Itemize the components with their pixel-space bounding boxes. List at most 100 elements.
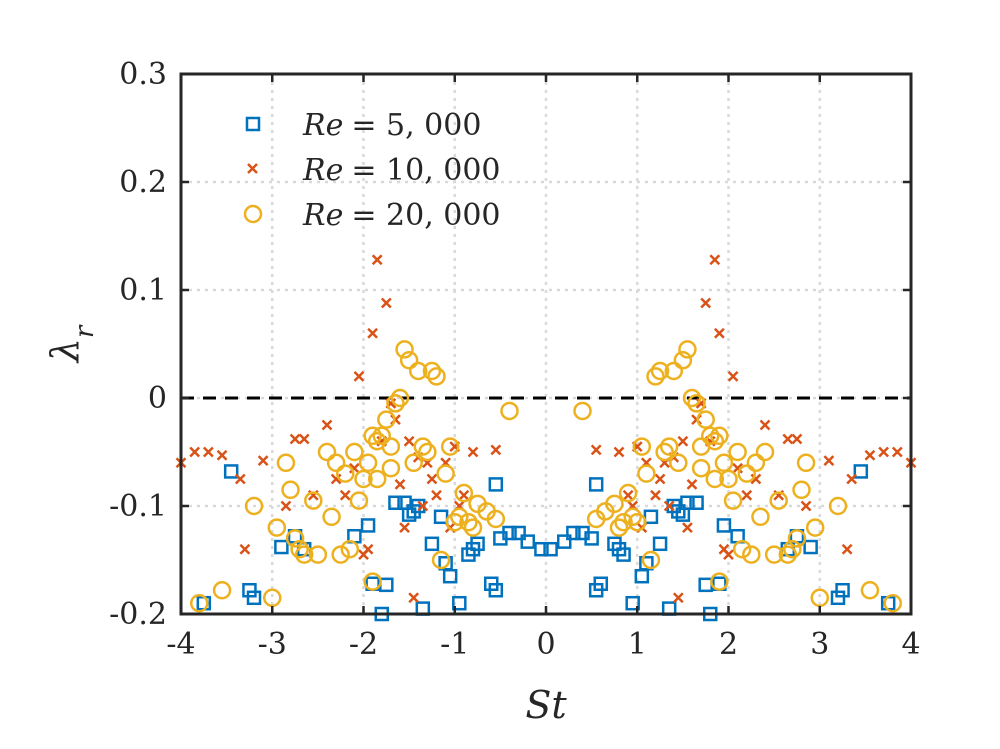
data-point-circle bbox=[746, 453, 766, 473]
data-point-circle bbox=[331, 545, 350, 564]
data-point-x bbox=[257, 455, 269, 467]
data-point-x bbox=[367, 327, 379, 339]
data-point-x bbox=[348, 462, 360, 474]
data-point-circle bbox=[304, 491, 323, 510]
data-point-circle bbox=[340, 539, 360, 559]
data-point-square bbox=[716, 518, 732, 533]
data-point-x bbox=[362, 543, 374, 555]
data-point-square bbox=[566, 525, 581, 541]
x-tick-label: 2 bbox=[719, 627, 738, 662]
data-point-circle bbox=[701, 426, 720, 446]
data-point-circle bbox=[609, 518, 629, 537]
legend-prefix: Re bbox=[302, 198, 343, 233]
data-point-circle bbox=[710, 426, 729, 446]
data-point-square bbox=[584, 531, 599, 546]
y-tick-label: 0.2 bbox=[119, 165, 167, 200]
data-point-circle bbox=[678, 340, 697, 359]
data-point-square bbox=[830, 590, 846, 606]
data-point-circle bbox=[742, 545, 761, 564]
data-point-circle bbox=[454, 483, 474, 503]
data-point-circle bbox=[755, 442, 775, 462]
data-point-circle bbox=[399, 350, 419, 370]
data-point-x bbox=[289, 433, 301, 445]
data-point-circle bbox=[623, 507, 642, 527]
data-point-circle bbox=[737, 464, 756, 483]
data-point-x bbox=[394, 479, 406, 490]
data-point-circle bbox=[573, 401, 592, 421]
data-point-square bbox=[470, 536, 485, 552]
y-axis-title: λr bbox=[43, 324, 100, 364]
data-point-x bbox=[330, 473, 342, 485]
data-point-x bbox=[399, 522, 410, 533]
legend-label-re-10000: Re = 10, 000 bbox=[302, 153, 501, 188]
data-point-circle bbox=[336, 464, 355, 483]
data-point-square bbox=[452, 595, 467, 611]
data-point-circle bbox=[751, 507, 770, 527]
data-point-x bbox=[613, 446, 625, 458]
data-point-x bbox=[431, 489, 442, 501]
data-point-circle bbox=[828, 496, 848, 516]
y-axis-symbol: λ bbox=[43, 338, 87, 364]
data-point-circle bbox=[792, 480, 811, 500]
data-point-circle bbox=[673, 350, 693, 370]
data-point-circle bbox=[377, 410, 396, 429]
data-point-x bbox=[672, 592, 684, 604]
legend-value: = 10, 000 bbox=[351, 153, 500, 188]
data-point-x bbox=[650, 489, 661, 501]
data-point-x bbox=[371, 254, 383, 266]
data-point-circle bbox=[883, 593, 902, 613]
data-point-circle bbox=[436, 464, 455, 483]
data-point-circle bbox=[263, 588, 282, 608]
data-point-circle bbox=[637, 464, 656, 483]
data-point-x bbox=[234, 473, 246, 485]
data-point-square bbox=[803, 539, 818, 555]
axis-ticks bbox=[179, 72, 913, 616]
data-point-x bbox=[202, 446, 214, 458]
data-point-circle bbox=[440, 437, 460, 456]
data-point-circle bbox=[427, 367, 446, 386]
data-point-square bbox=[360, 518, 376, 533]
legend-square-marker bbox=[245, 116, 261, 132]
data-point-circle bbox=[418, 442, 437, 462]
data-point-circle bbox=[290, 539, 309, 559]
data-point-circle bbox=[459, 512, 478, 532]
data-point-x bbox=[727, 371, 739, 382]
data-point-circle bbox=[486, 509, 506, 529]
data-point-x bbox=[686, 479, 698, 490]
y-axis-subscript: r bbox=[70, 324, 100, 338]
data-point-circle bbox=[358, 453, 378, 473]
legend-entry-re-5000: Re = 5, 000 bbox=[245, 108, 481, 143]
data-point-square bbox=[652, 536, 668, 552]
data-point-x bbox=[800, 500, 812, 512]
data-point-circle bbox=[381, 458, 401, 478]
data-point-circle bbox=[764, 545, 784, 564]
data-point-circle bbox=[363, 572, 382, 591]
data-point-circle bbox=[281, 480, 300, 500]
data-point-x bbox=[339, 489, 351, 501]
x-tick-label: -3 bbox=[258, 627, 287, 662]
data-point-square bbox=[625, 595, 640, 611]
data-point-x bbox=[490, 444, 502, 456]
data-point-square bbox=[639, 555, 654, 571]
data-point-circle bbox=[317, 442, 337, 462]
data-point-x bbox=[682, 522, 693, 533]
data-point-circle bbox=[659, 437, 679, 456]
data-point-circle bbox=[367, 431, 387, 451]
y-tick-label: 0.1 bbox=[119, 273, 167, 308]
data-point-square bbox=[680, 495, 695, 511]
x-tick-label: 0 bbox=[536, 627, 555, 662]
data-point-x bbox=[891, 446, 903, 458]
x-tick-label: 3 bbox=[810, 627, 829, 662]
data-point-square bbox=[274, 539, 289, 555]
data-point-circle bbox=[732, 539, 752, 559]
data-point-circle bbox=[655, 442, 674, 462]
y-tick-label: 0 bbox=[148, 381, 167, 416]
data-point-x bbox=[380, 297, 392, 309]
data-point-x bbox=[353, 371, 365, 382]
data-point-circle bbox=[285, 529, 305, 548]
data-point-square bbox=[246, 590, 262, 606]
data-point-x bbox=[426, 473, 438, 485]
data-point-x bbox=[709, 254, 721, 266]
data-point-x bbox=[750, 473, 762, 485]
legend-value: = 5, 000 bbox=[351, 108, 481, 143]
